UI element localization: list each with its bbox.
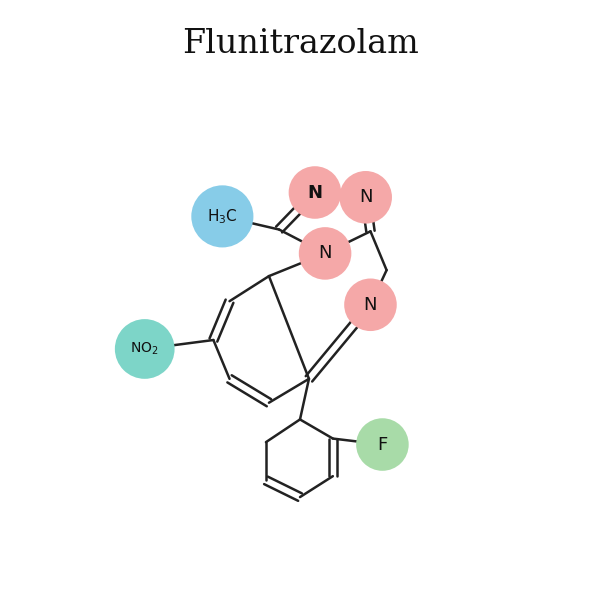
Text: F: F bbox=[377, 436, 388, 454]
Text: Flunitrazolam: Flunitrazolam bbox=[182, 28, 418, 60]
Circle shape bbox=[356, 418, 409, 471]
Text: N: N bbox=[359, 188, 373, 206]
Text: N: N bbox=[319, 244, 332, 262]
Circle shape bbox=[299, 227, 352, 280]
Text: N: N bbox=[364, 296, 377, 314]
Circle shape bbox=[289, 166, 341, 219]
Text: $\mathsf{H_3C}$: $\mathsf{H_3C}$ bbox=[207, 207, 238, 226]
Circle shape bbox=[115, 319, 175, 379]
Circle shape bbox=[191, 185, 253, 247]
Text: $\mathsf{NO_2}$: $\mathsf{NO_2}$ bbox=[130, 341, 159, 357]
Circle shape bbox=[344, 278, 397, 331]
Circle shape bbox=[340, 171, 392, 224]
Text: N: N bbox=[307, 184, 322, 202]
